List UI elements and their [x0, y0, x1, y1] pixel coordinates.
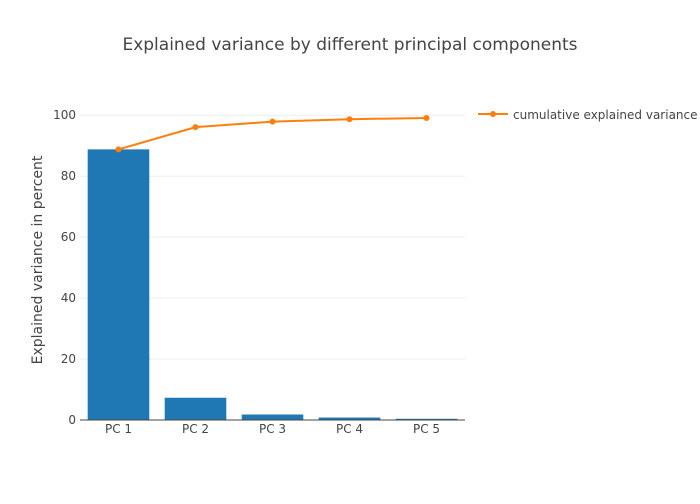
axes: 0 20 40 60 80 100 PC 1 PC 2 PC 3 PC 4 PC 5: [53, 108, 465, 436]
x-tick-label: PC 4: [336, 422, 363, 436]
legend-label: cumulative explained variance: [513, 108, 698, 122]
x-tick-label: PC 1: [105, 422, 132, 436]
y-tick-label: 20: [61, 352, 76, 366]
x-tick-label: PC 3: [259, 422, 286, 436]
bar: [164, 397, 227, 420]
bar: [318, 417, 381, 420]
bar: [241, 414, 304, 420]
bar: [87, 149, 150, 420]
line-point: [423, 114, 430, 121]
legend-marker: [490, 111, 496, 117]
x-tick-label: PC 5: [413, 422, 440, 436]
y-tick-label: 100: [53, 108, 76, 122]
bar: [395, 418, 458, 420]
cumulative-line-series: [115, 114, 430, 153]
y-tick-label: 40: [61, 291, 76, 305]
y-axis-title: Explained variance in percent: [30, 155, 46, 364]
y-tick-label: 80: [61, 169, 76, 183]
legend[interactable]: cumulative explained variance: [478, 108, 698, 122]
y-tick-label: 60: [61, 230, 76, 244]
line-point: [346, 116, 353, 123]
x-tick-label: PC 2: [182, 422, 209, 436]
line-point: [192, 124, 199, 131]
chart-title: Explained variance by different principa…: [122, 35, 577, 55]
y-tick-label: 0: [68, 413, 76, 427]
line-point: [269, 118, 276, 125]
line-point: [115, 146, 122, 153]
bar-series: [87, 149, 458, 420]
